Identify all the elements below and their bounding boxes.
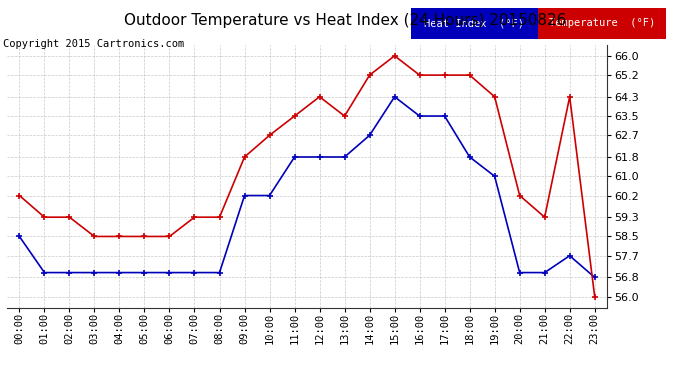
Text: Copyright 2015 Cartronics.com: Copyright 2015 Cartronics.com	[3, 39, 185, 50]
Text: Heat Index  (°F): Heat Index (°F)	[424, 18, 524, 28]
Text: Outdoor Temperature vs Heat Index (24 Hours) 20150826: Outdoor Temperature vs Heat Index (24 Ho…	[124, 13, 566, 28]
Text: Temperature  (°F): Temperature (°F)	[549, 18, 655, 28]
